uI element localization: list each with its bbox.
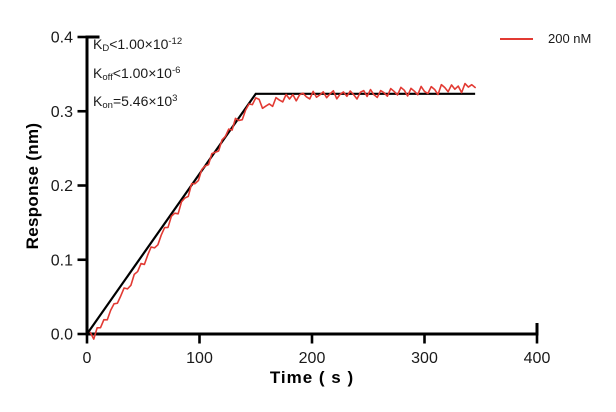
y-tick-label: 0.2 xyxy=(51,178,73,195)
kinetics-annotation-block: KD<1.00×10-12 Koff<1.00×10-6 Kon=5.46×10… xyxy=(93,31,182,117)
y-tick-label: 0.0 xyxy=(51,327,73,344)
x-tick-label: 100 xyxy=(186,350,213,367)
kd-annotation: KD<1.00×10-12 xyxy=(93,36,183,55)
y-tick-label: 0.4 xyxy=(51,30,73,47)
x-tick-label: 300 xyxy=(411,350,438,367)
koff-annotation: Koff<1.00×10-6 xyxy=(93,64,181,83)
x-axis-title: Time ( s ) xyxy=(269,368,355,387)
legend-line-swatch xyxy=(500,37,533,40)
y-axis-title: Response (nm) xyxy=(23,122,42,250)
series-200nM-curve xyxy=(89,82,476,340)
y-tick-label: 0.3 xyxy=(51,104,73,121)
x-tick-label: 400 xyxy=(524,350,551,367)
fit-line xyxy=(86,92,476,335)
legend-label: 200 nM xyxy=(548,31,592,46)
legend: 200 nM xyxy=(500,31,591,46)
x-tick-label: 0 xyxy=(83,350,92,367)
y-tick-label: 0.1 xyxy=(51,252,73,269)
kon-annotation: Kon=5.46×103 xyxy=(93,93,178,112)
x-tick-label: 200 xyxy=(299,350,326,367)
